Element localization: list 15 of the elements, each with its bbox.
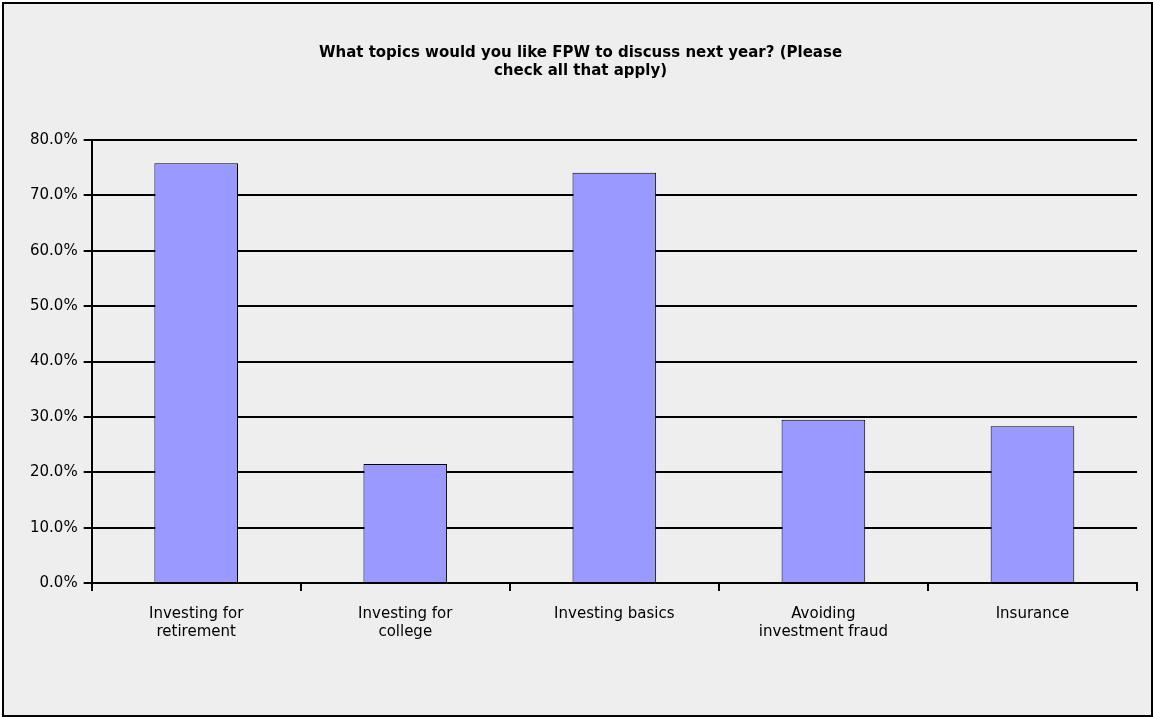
x-tick-label: Insurance <box>995 603 1070 622</box>
y-tick-label: 0.0% <box>39 572 78 591</box>
x-tick-label: Investing for college <box>358 603 454 640</box>
y-tick-label: 30.0% <box>30 406 78 425</box>
y-tick-label: 40.0% <box>30 351 78 370</box>
x-tick-label: Investing for retirement <box>149 603 245 640</box>
y-tick-label: 50.0% <box>30 296 78 315</box>
x-tick-label: Investing basics <box>554 603 675 622</box>
y-tick-label: 80.0% <box>30 129 78 148</box>
y-tick-label: 60.0% <box>30 240 78 259</box>
chart-title: What topics would you like FPW to discuss next year? (Please check all that apply) <box>318 42 843 79</box>
y-tick-label: 70.0% <box>30 185 78 204</box>
y-tick-label: 10.0% <box>30 517 78 536</box>
y-tick-label: 20.0% <box>30 462 78 481</box>
x-tick-label: Avoiding investment fraud <box>758 603 888 640</box>
